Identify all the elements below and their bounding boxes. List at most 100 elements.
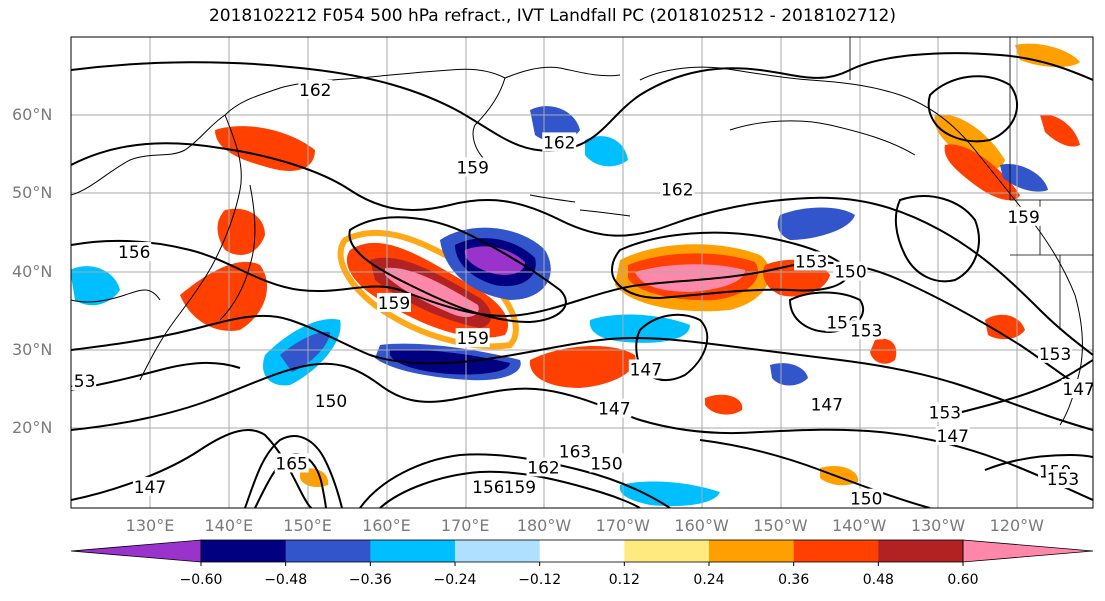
longitude-label: 140°E: [204, 516, 254, 535]
contour-label: 165: [275, 454, 307, 474]
contour-label: 147: [134, 478, 166, 498]
colorbar-swatch: [624, 540, 710, 562]
longitude-label: 170°E: [440, 516, 490, 535]
longitude-label: 180°W: [516, 516, 572, 535]
contour-label-bg: [455, 157, 490, 177]
contour-label-bg: [794, 251, 829, 271]
contour-label: 147: [811, 396, 843, 416]
contour-labels: 1621591621621561591591531501561531531501…: [63, 79, 1094, 510]
contour-label: 147: [1062, 380, 1094, 400]
colorbar-tick-label: −0.48: [264, 572, 308, 588]
contour-label-bg: [849, 488, 884, 508]
borders: [849, 37, 1093, 330]
latitude-label: 20°N: [12, 418, 53, 438]
contour-label-bg: [833, 261, 868, 281]
contour-label: 150: [850, 490, 882, 510]
contour-label-bg: [274, 453, 309, 473]
contour-label-bg: [471, 476, 506, 496]
contour-label-bg: [809, 394, 844, 414]
longitude-label: 150°E: [283, 516, 332, 535]
latitude-label: 30°N: [12, 339, 53, 359]
colorbar-tick-label: 0.24: [693, 572, 725, 588]
colorbar-swatch: [455, 540, 541, 562]
longitude-label: 160°E: [362, 516, 411, 535]
contour-label: 153: [1047, 470, 1079, 490]
contour-label: 162: [661, 180, 693, 200]
colorbar-tick-label: −0.36: [348, 572, 392, 588]
contour-label-bg: [502, 476, 537, 496]
contour-label: 150: [315, 392, 347, 412]
longitude-label: 130°E: [125, 516, 175, 535]
colorbar-extend-low: [70, 539, 202, 563]
longitude-label: 170°W: [595, 516, 650, 535]
contour-label: 162: [543, 133, 575, 153]
colorbar-swatch: [539, 540, 625, 562]
colorbar: [70, 539, 1094, 566]
contour-label: 147: [598, 400, 630, 420]
latitude-label: 40°N: [12, 261, 53, 281]
contour-label: 147: [937, 427, 969, 447]
contour-label-bg: [628, 359, 663, 379]
contour-label: 159: [504, 478, 536, 498]
longitude-label: 160°W: [674, 516, 729, 535]
contour-label-bg: [376, 292, 411, 312]
colorbar-swatch: [201, 540, 287, 562]
contour-label-bg: [314, 390, 349, 410]
contour-label-bg: [117, 242, 152, 262]
contour-lines: [71, 52, 1093, 508]
colorbar-tick-label: 0.48: [862, 572, 894, 588]
contour-label: 159: [378, 294, 410, 314]
map-title: 2018102212 F054 500 hPa refract., IVT La…: [208, 6, 896, 26]
contour-label: 163: [559, 443, 591, 463]
colorbar-swatch: [370, 540, 456, 562]
contour-label: 159: [1007, 208, 1039, 228]
longitude-label: 150°W: [753, 516, 808, 535]
map-frame: [70, 36, 1094, 509]
colorbar-swatch: [793, 540, 879, 562]
contour-label-bg: [849, 320, 884, 340]
contour-label: 153: [850, 321, 882, 341]
contour-label-bg: [455, 328, 490, 348]
contour-label-bg: [71, 371, 97, 391]
contour-label: 153: [795, 252, 827, 272]
contour-label-bg: [597, 398, 632, 418]
contour-label: 150: [590, 454, 622, 474]
contour-label-bg: [660, 179, 695, 199]
contour-label: 156: [118, 243, 150, 263]
longitude-label: 120°W: [989, 516, 1044, 535]
contour-label: 153: [1039, 345, 1071, 365]
contour-label-bg: [1006, 206, 1041, 226]
contour-label: 153: [63, 372, 95, 392]
colorbar-tick-label: −0.60: [179, 572, 223, 588]
contour-label-bg: [1061, 379, 1093, 399]
colorbar-tick-label: −0.24: [433, 572, 477, 588]
contour-label-bg: [542, 132, 577, 152]
contour-label: 162: [299, 81, 331, 101]
colorbar-tick-label: 0.60: [947, 572, 979, 588]
contour-label-bg: [526, 457, 561, 477]
latitude-label: 60°N: [12, 105, 53, 124]
colorbar-tick-label: −0.12: [518, 572, 562, 588]
contour-label: 159: [456, 158, 488, 178]
contour-label-bg: [557, 441, 592, 461]
contour-label-bg: [927, 402, 962, 422]
colorbar-swatch: [709, 540, 795, 562]
latitude-label: 50°N: [12, 183, 53, 203]
contour-label-bg: [589, 453, 624, 473]
contour-label-bg: [133, 476, 167, 496]
colorbar-swatch: [878, 540, 964, 562]
colorbar-extend-high: [962, 539, 1094, 563]
longitude-label: 130°W: [910, 516, 966, 535]
colorbar-outline: [200, 539, 964, 563]
contour-label-bg: [298, 79, 333, 99]
contour-label: 159: [456, 329, 488, 349]
contour-label: 156: [472, 478, 504, 498]
contour-label: 153: [929, 404, 961, 424]
contour-label-bg: [1045, 469, 1080, 489]
contour-label-bg: [1038, 343, 1073, 363]
contour-label-bg: [935, 426, 970, 446]
colorbar-swatch: [285, 540, 371, 562]
contour-label: 147: [630, 360, 662, 380]
longitude-label: 140°W: [832, 516, 887, 535]
